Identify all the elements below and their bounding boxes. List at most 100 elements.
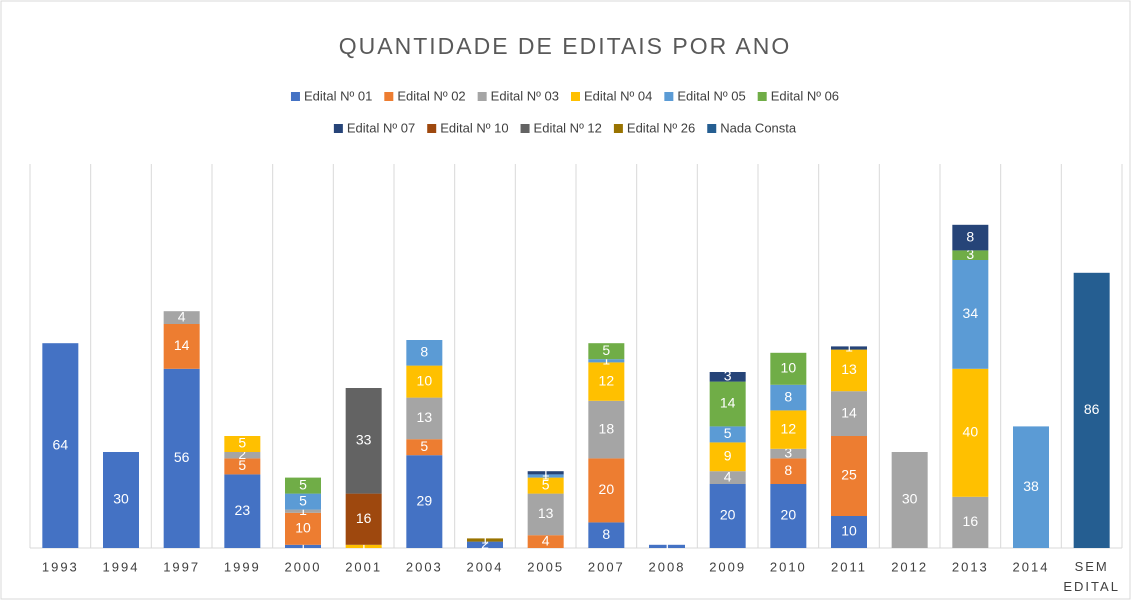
bar-segment	[588, 359, 625, 363]
data-label: 56	[174, 449, 190, 465]
bar-segment	[1073, 272, 1110, 548]
bar-segment	[588, 362, 625, 401]
bar-segment	[345, 388, 382, 494]
data-label: 4	[542, 532, 550, 548]
bar-segment	[406, 455, 443, 548]
data-label: 1	[481, 531, 489, 547]
data-label: 14	[174, 337, 190, 353]
x-tick-label: 2008	[649, 559, 686, 574]
chart-title: QUANTIDADE DE EDITAIS POR ANO	[339, 33, 791, 59]
bar-segment	[285, 544, 321, 548]
data-label: 2	[238, 446, 246, 462]
bar-segment	[952, 260, 989, 369]
bar-segment	[709, 372, 746, 382]
x-tick-label: 2001	[345, 559, 382, 574]
data-label: 38	[1023, 478, 1039, 494]
bar-segment	[831, 349, 867, 392]
data-label: 12	[781, 420, 797, 436]
bar-segment	[406, 397, 443, 440]
x-tick-label: 1999	[224, 559, 261, 574]
bar-segment	[224, 436, 261, 452]
x-tick-label-line: SEM	[1075, 559, 1109, 574]
x-tick-label: 2012	[891, 559, 928, 574]
bar-segment	[831, 516, 867, 548]
data-label: 25	[841, 467, 857, 483]
data-label: 20	[781, 507, 797, 523]
bar-segment	[345, 544, 382, 548]
bar-segment	[588, 522, 625, 548]
data-label: 1	[299, 537, 307, 553]
bar-segment	[709, 484, 746, 548]
x-tick-label: 2011	[831, 559, 867, 574]
legend-row: Edital Nº 01 Edital Nº 02 Edital Nº 03 Edit…	[290, 88, 839, 103]
bar-segment	[163, 311, 200, 324]
data-label: 1	[542, 464, 550, 480]
data-label: 33	[356, 432, 372, 448]
bar-segment	[285, 512, 321, 545]
data-label: 13	[841, 361, 857, 377]
bar-segment	[770, 484, 807, 548]
x-tick-label: 2013	[952, 559, 989, 574]
x-tick-label: 2014	[1013, 559, 1050, 574]
legend-label: Edital Nº 12	[534, 120, 602, 135]
bar-segment	[952, 250, 989, 260]
bar-segment	[527, 477, 564, 494]
bar-segment	[467, 538, 503, 542]
legend-swatch	[333, 124, 343, 133]
data-label: 86	[1084, 401, 1100, 417]
data-label: 30	[902, 491, 918, 507]
bar-segment	[709, 442, 746, 472]
bar-segment	[527, 535, 564, 548]
legend-label: Edital Nº 02	[397, 88, 465, 103]
data-label: 10	[417, 372, 433, 388]
data-label: 1	[542, 467, 550, 483]
data-label: 12	[599, 372, 615, 388]
data-label: 2	[481, 536, 489, 552]
legend-swatch	[757, 92, 767, 101]
data-label: 3	[966, 246, 974, 262]
bar-segment	[831, 436, 867, 516]
bar-segment	[831, 346, 867, 350]
bar-segment	[770, 458, 807, 484]
bar-segment	[649, 544, 685, 548]
data-label: 5	[602, 342, 610, 358]
bar-segment	[527, 474, 564, 478]
data-label: 64	[53, 436, 69, 452]
data-label: 10	[295, 520, 311, 536]
data-label: 20	[720, 507, 736, 523]
x-tick-label: 2010	[770, 559, 807, 574]
bar-segment	[163, 324, 200, 369]
data-label: 8	[784, 388, 792, 404]
legend-swatch	[427, 124, 437, 133]
bar-segment	[42, 343, 79, 548]
bar-segment	[285, 477, 321, 494]
x-tick-label: 1993	[42, 559, 79, 574]
data-label: 10	[781, 360, 797, 376]
data-label: 1	[663, 537, 671, 553]
legend-swatch	[664, 92, 674, 101]
legend-swatch	[613, 124, 623, 133]
legend-swatch	[571, 92, 580, 101]
bar-segment	[709, 471, 746, 484]
data-label: 8	[966, 228, 974, 244]
data-label: 3	[784, 444, 792, 460]
data-label: 8	[420, 344, 428, 360]
data-label: 23	[235, 502, 251, 518]
bar-segment	[1013, 426, 1049, 548]
data-label: 13	[538, 505, 554, 521]
bar-segment	[588, 400, 625, 459]
bar-segment	[467, 541, 503, 548]
data-label: 1	[845, 339, 853, 355]
data-label: 5	[299, 476, 307, 492]
data-label: 14	[841, 404, 857, 420]
data-label: 34	[963, 305, 979, 321]
data-label: 13	[417, 409, 433, 425]
legend-label: Edital Nº 07	[347, 120, 415, 135]
legend-label: Edital Nº 03	[491, 88, 559, 103]
bar-segment	[163, 368, 200, 548]
data-label: 5	[238, 457, 246, 473]
bar-segment	[406, 365, 443, 398]
bar-segment	[831, 391, 867, 436]
data-label: 10	[841, 523, 857, 539]
